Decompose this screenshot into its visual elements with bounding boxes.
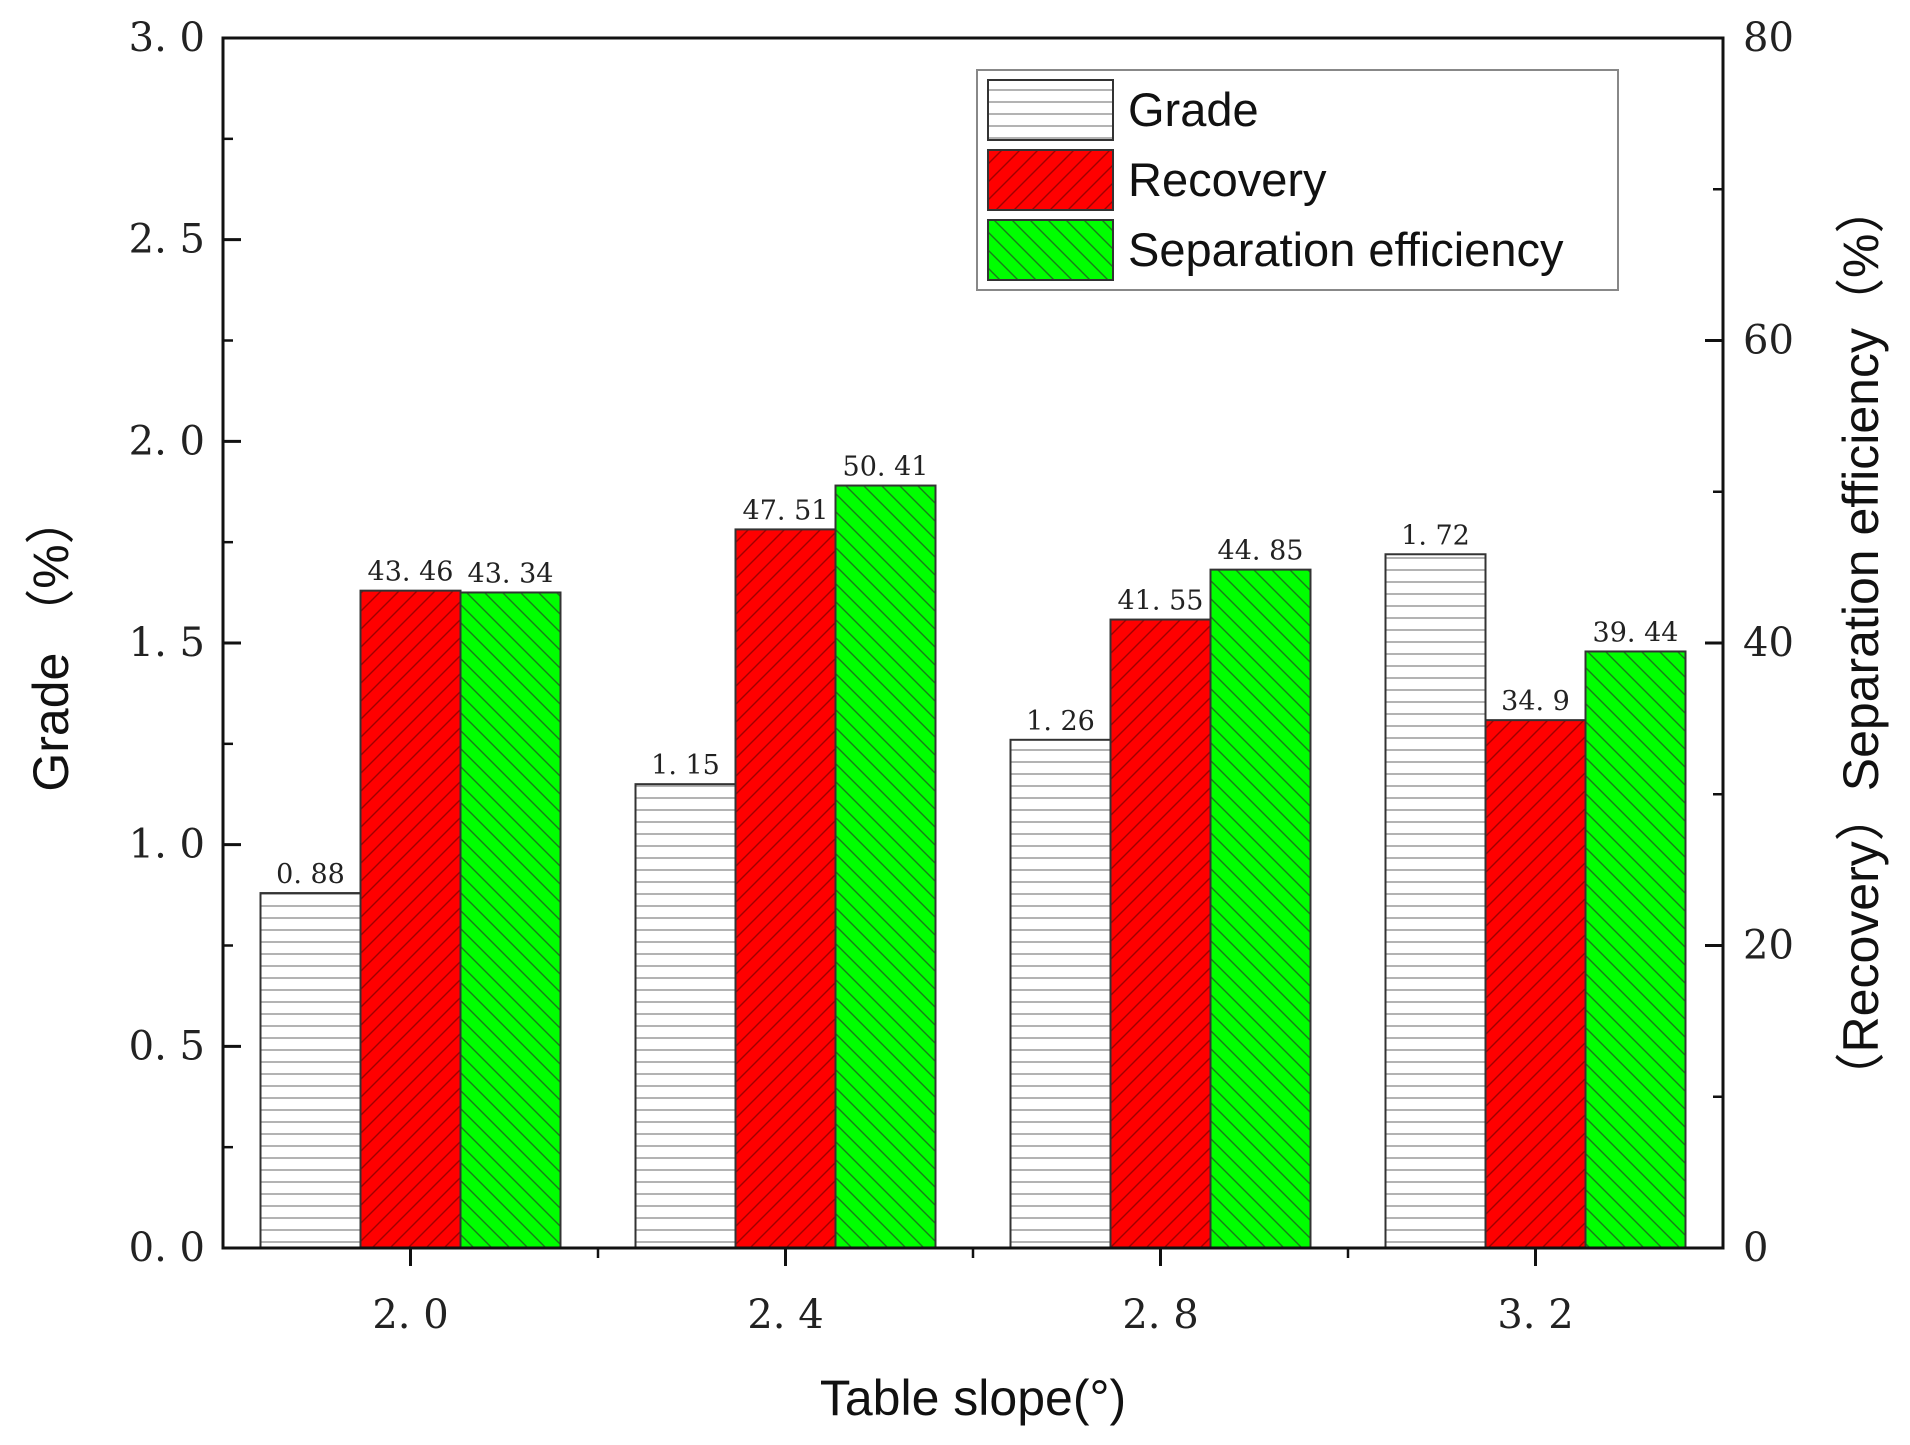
bar-label-separation-efficiency: 50. 41 xyxy=(843,452,929,483)
legend-label-grade: Grade xyxy=(1128,83,1259,136)
y-tick-label: 3. 0 xyxy=(129,15,205,61)
legend-swatch-recovery xyxy=(987,149,1114,211)
x-tick-label: 2. 0 xyxy=(372,1292,448,1338)
x-tick-label: 3. 2 xyxy=(1497,1292,1573,1338)
bar-recovery xyxy=(734,528,837,1249)
y-tick-label: 0. 5 xyxy=(129,1023,205,1069)
bar-separation-efficiency xyxy=(1584,650,1687,1249)
bar-label-grade: 1. 72 xyxy=(1401,520,1470,551)
bar-label-recovery: 34. 9 xyxy=(1501,686,1570,717)
y-tick-label: 2. 0 xyxy=(129,418,205,464)
x-tick-label: 2. 8 xyxy=(1122,1292,1198,1338)
legend: Grade Recovery Separation efficiency xyxy=(976,69,1619,291)
y-axis-title: Grade （%） xyxy=(23,494,79,791)
bar-label-separation-efficiency: 43. 34 xyxy=(468,558,554,589)
bar-label-grade: 1. 15 xyxy=(651,750,720,781)
bar-separation-efficiency xyxy=(459,591,562,1249)
y2-tick-label: 0 xyxy=(1743,1225,1768,1271)
bar-labels-layer: 0. 88 1. 15 1. 26 1. 72 43. 46 47. 51 41. 55 34… xyxy=(276,452,1678,891)
y-tick-label: 0. 0 xyxy=(129,1225,205,1271)
bar-grade xyxy=(634,783,737,1250)
legend-swatch-separation-efficiency xyxy=(987,219,1114,281)
bar-label-separation-efficiency: 39. 44 xyxy=(1593,617,1679,648)
bar-label-separation-efficiency: 44. 85 xyxy=(1218,536,1304,567)
x-tick-label: 2. 4 xyxy=(747,1292,823,1338)
y2-tick-label: 40 xyxy=(1743,620,1794,666)
bars-layer xyxy=(259,484,1687,1250)
legend-swatch-grade xyxy=(987,79,1114,141)
bar-separation-efficiency xyxy=(1209,568,1312,1249)
bar-grade xyxy=(259,892,362,1249)
right-y-axis: 0 20 40 60 80 xyxy=(1705,15,1794,1271)
bar-recovery xyxy=(1109,618,1212,1249)
y-tick-label: 1. 0 xyxy=(129,822,205,868)
bar-label-recovery: 47. 51 xyxy=(743,495,829,526)
y2-axis-title: （Recovery）Separation efficiency（%） xyxy=(1833,184,1889,1103)
bar-label-grade: 0. 88 xyxy=(276,859,345,890)
bar-recovery xyxy=(1484,719,1587,1249)
bar-grade xyxy=(1009,738,1112,1249)
bar-grade xyxy=(1384,553,1487,1249)
bar-label-recovery: 41. 55 xyxy=(1118,586,1204,617)
y2-tick-label: 20 xyxy=(1743,923,1794,969)
legend-label-recovery: Recovery xyxy=(1128,153,1327,206)
y2-tick-label: 60 xyxy=(1743,318,1794,364)
x-axis-title: Table slope(°) xyxy=(820,1370,1126,1426)
bar-label-grade: 1. 26 xyxy=(1026,706,1095,737)
y-tick-label: 2. 5 xyxy=(129,217,205,263)
bar-label-recovery: 43. 46 xyxy=(368,557,454,588)
y-tick-label: 1. 5 xyxy=(129,620,205,666)
left-y-axis: 0. 0 0. 5 1. 0 1. 5 2. 0 2. 5 3. 0 xyxy=(129,15,241,1271)
x-axis: 2. 0 2. 4 2. 8 3. 2 xyxy=(372,1248,1574,1338)
legend-label-separation-efficiency: Separation efficiency xyxy=(1128,223,1564,276)
bar-recovery xyxy=(359,589,462,1249)
y2-tick-label: 80 xyxy=(1743,15,1794,61)
bar-separation-efficiency xyxy=(834,484,937,1249)
